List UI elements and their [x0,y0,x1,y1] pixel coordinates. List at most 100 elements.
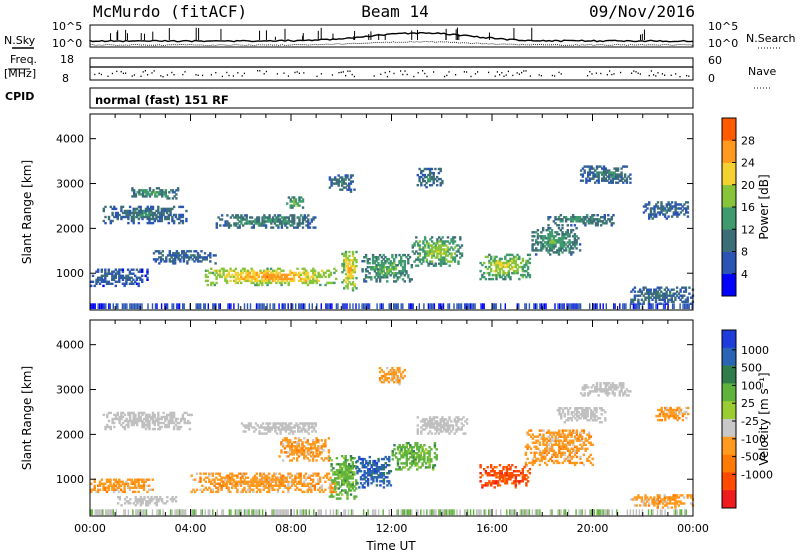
scatter-cell [346,491,349,494]
scatter-cell [275,277,278,281]
nave-dot [347,70,349,72]
scatter-cell [143,211,146,215]
scatter-cell [205,258,208,261]
scatter-cell [391,377,394,380]
scatter-cell [290,443,294,446]
scatter-cell [161,191,164,194]
scatter-cell [563,216,566,219]
scatter-cell [285,478,288,481]
scatter-cell [434,422,437,425]
scatter-cell [665,294,668,297]
scatter-cell [410,450,414,453]
scatter-cell [97,484,100,487]
scatter-cell [317,439,320,442]
scatter-cell [351,463,354,466]
scatter-cell [264,224,268,227]
scatter-cell [172,260,175,263]
scatter-cell [167,421,170,425]
scatter-cell [656,211,660,214]
scatter-cell [216,482,220,485]
scatter-cell [114,211,118,215]
scatter-cell [247,269,250,272]
scatter-cell [481,273,484,277]
near-range-cell [361,303,363,310]
scatter-cell [273,480,276,483]
scatter-cell [602,165,606,168]
scatter-cell [660,286,663,289]
scatter-cell [250,281,253,285]
scatter-cell [252,277,255,281]
scatter-cell [412,452,415,455]
scatter-cell [631,298,635,301]
scatter-cell [238,482,241,485]
scatter-cell [526,476,530,479]
scatter-cell [356,466,359,469]
scatter-cell [291,204,294,207]
scatter-cell [587,173,590,176]
scatter-cell [164,191,167,194]
near-range-cell [655,303,657,310]
scatter-cell [139,486,142,489]
scatter-cell [504,255,507,259]
scatter-cell [375,274,378,277]
scatter-cell [603,214,606,217]
scatter-cell [398,444,401,447]
scatter-cell [171,419,174,423]
scatter-cell [446,428,449,431]
scatter-cell [444,428,448,431]
scatter-cell [344,471,347,474]
scatter-cell [646,203,649,206]
scatter-cell [130,272,133,275]
scatter-cell [366,462,370,465]
scatter-cell [349,475,353,478]
scatter-cell [587,218,591,221]
scatter-cell [453,240,457,243]
scatter-cell [370,482,373,485]
scatter-cell [267,476,271,479]
station-title: McMurdo (fitACF) [93,2,247,21]
scatter-cell [327,275,331,279]
scatter-cell [199,472,202,475]
scatter-cell [249,424,252,427]
scatter-cell [313,445,316,448]
scatter-cell [486,472,489,475]
near-range-cell [337,303,339,310]
scatter-cell [648,217,651,220]
scatter-cell [398,466,401,469]
scatter-cell [123,413,127,417]
scatter-cell [187,419,190,423]
scatter-cell [446,248,450,251]
scatter-cell [601,222,605,225]
scatter-cell [137,282,140,285]
scatter-cell [525,259,528,263]
scatter-cell [194,490,197,494]
scatter-cell [378,253,382,257]
scatter-cell [428,462,431,465]
scatter-cell [141,478,144,481]
scatter-cell [423,246,427,249]
scatter-cell [382,379,385,382]
near-range-cell [536,303,538,310]
scatter-cell [290,449,294,452]
scatter-cell [125,276,128,279]
scatter-cell [430,250,434,253]
scatter-cell [452,238,455,241]
scatter-cell [182,258,186,261]
scatter-cell [143,195,146,198]
scatter-cell [311,484,315,487]
scatter-cell [170,256,173,259]
scatter-cell [151,221,155,225]
scatter-cell [366,258,369,261]
near-range-cell [349,303,351,310]
scatter-cell [239,484,243,487]
scatter-cell [159,258,163,261]
scatter-cell [637,290,640,293]
scatter-cell [486,267,489,271]
scatter-cell [398,276,401,279]
scatter-cell [556,241,559,244]
scatter-cell [118,482,121,485]
scatter-cell [564,220,568,223]
scatter-cell [538,235,541,238]
scatter-cell [301,482,304,485]
scatter-cell [116,502,120,505]
